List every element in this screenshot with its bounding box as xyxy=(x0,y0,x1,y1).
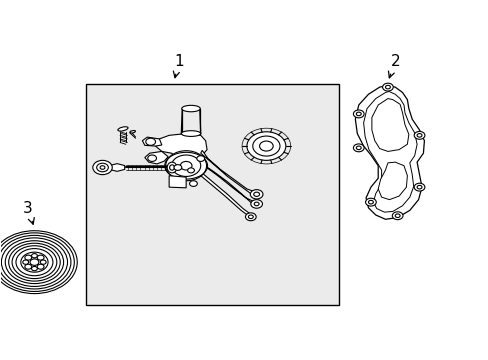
Circle shape xyxy=(245,213,256,221)
Circle shape xyxy=(165,151,206,181)
Circle shape xyxy=(174,165,182,170)
Circle shape xyxy=(353,144,364,152)
Circle shape xyxy=(385,85,389,89)
Circle shape xyxy=(40,260,46,264)
Circle shape xyxy=(353,110,364,118)
Circle shape xyxy=(25,255,32,260)
Circle shape xyxy=(253,192,259,197)
Ellipse shape xyxy=(169,165,174,170)
Circle shape xyxy=(248,215,253,219)
Polygon shape xyxy=(196,156,256,206)
Ellipse shape xyxy=(181,131,201,136)
Circle shape xyxy=(31,253,37,258)
Polygon shape xyxy=(201,150,256,196)
Circle shape xyxy=(37,255,44,260)
Circle shape xyxy=(250,190,263,199)
Circle shape xyxy=(368,201,372,204)
Text: 1: 1 xyxy=(173,54,183,78)
Circle shape xyxy=(394,214,399,217)
Circle shape xyxy=(252,136,280,156)
Polygon shape xyxy=(144,152,168,164)
Circle shape xyxy=(413,131,424,139)
Circle shape xyxy=(97,163,108,172)
Circle shape xyxy=(147,155,156,161)
Circle shape xyxy=(416,134,421,137)
Circle shape xyxy=(37,264,44,269)
Circle shape xyxy=(382,83,392,91)
Circle shape xyxy=(391,212,402,220)
Circle shape xyxy=(187,168,194,173)
Polygon shape xyxy=(169,176,186,188)
Circle shape xyxy=(145,138,155,145)
Polygon shape xyxy=(371,99,408,152)
Text: 2: 2 xyxy=(387,54,399,78)
Circle shape xyxy=(365,198,375,206)
Circle shape xyxy=(413,183,424,191)
Polygon shape xyxy=(377,162,407,200)
Ellipse shape xyxy=(167,162,177,173)
Circle shape xyxy=(356,146,361,150)
Ellipse shape xyxy=(130,131,135,133)
Circle shape xyxy=(356,112,361,116)
Circle shape xyxy=(93,160,112,175)
Circle shape xyxy=(180,161,192,170)
Circle shape xyxy=(30,259,39,265)
Circle shape xyxy=(254,202,259,206)
Polygon shape xyxy=(355,85,424,219)
Circle shape xyxy=(250,200,262,208)
Circle shape xyxy=(197,156,204,161)
Circle shape xyxy=(100,166,105,169)
Text: 3: 3 xyxy=(23,201,34,224)
Circle shape xyxy=(259,141,273,151)
Circle shape xyxy=(25,264,32,269)
Polygon shape xyxy=(155,134,206,160)
Circle shape xyxy=(189,181,197,186)
Circle shape xyxy=(171,155,201,176)
Ellipse shape xyxy=(182,105,200,112)
Circle shape xyxy=(416,185,421,189)
Circle shape xyxy=(31,266,37,271)
Ellipse shape xyxy=(118,127,128,131)
Polygon shape xyxy=(109,164,124,171)
Polygon shape xyxy=(363,91,416,212)
Bar xyxy=(86,84,339,305)
Circle shape xyxy=(16,249,53,276)
Polygon shape xyxy=(191,166,252,217)
Polygon shape xyxy=(142,137,162,146)
Circle shape xyxy=(23,260,29,264)
Circle shape xyxy=(246,132,285,160)
